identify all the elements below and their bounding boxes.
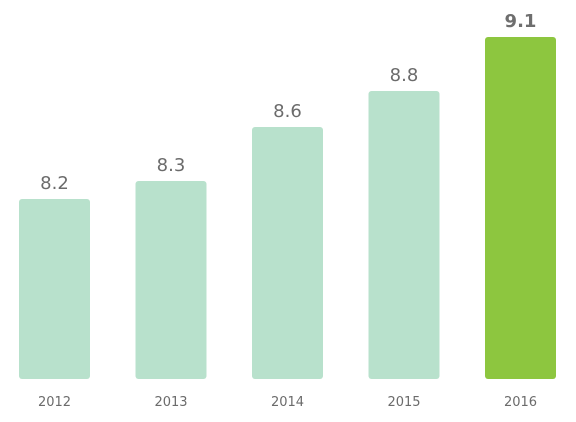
bar-2014 [252,127,323,379]
value-labels-group: 8.2 8.3 8.6 8.8 9.1 [40,11,536,194]
bars-group [19,37,556,379]
value-label-2015: 8.8 [390,65,419,86]
bar-2015 [368,91,440,379]
bar-2012 [19,199,90,379]
x-tick-2012: 2012 [38,395,71,410]
value-label-2016: 9.1 [505,11,537,32]
value-label-2014: 8.6 [273,101,302,122]
x-tick-2015: 2015 [387,395,420,410]
bar-2013 [135,181,207,379]
x-tick-2014: 2014 [271,395,304,410]
x-tick-2016: 2016 [504,395,537,410]
x-axis-ticks-group: 2012 2013 2014 2015 2016 [38,395,537,410]
value-label-2012: 8.2 [40,173,69,194]
bar-2016 [485,37,556,379]
value-label-2013: 8.3 [157,155,186,176]
x-tick-2013: 2013 [154,395,187,410]
